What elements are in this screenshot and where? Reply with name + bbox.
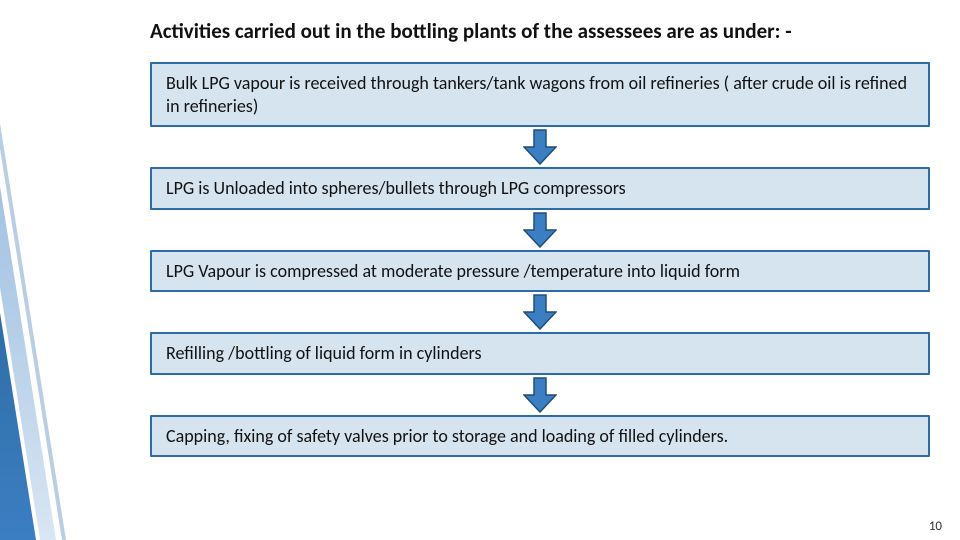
flow-arrow <box>150 375 930 415</box>
arrow-down-icon <box>523 212 557 248</box>
accent-bar-light <box>0 0 56 540</box>
arrow-down-icon <box>523 129 557 165</box>
arrow-down-icon <box>523 377 557 413</box>
flow-arrow <box>150 210 930 250</box>
page-number: 10 <box>929 519 942 534</box>
content-area: Activities carried out in the bottling p… <box>150 18 930 530</box>
left-accent <box>0 0 110 540</box>
flow-step: Bulk LPG vapour is received through tank… <box>150 62 930 127</box>
arrow-down-icon <box>523 294 557 330</box>
flowchart: Bulk LPG vapour is received through tank… <box>150 62 930 457</box>
page-title: Activities carried out in the bottling p… <box>150 18 930 44</box>
flow-step: LPG is Unloaded into spheres/bullets thr… <box>150 167 930 210</box>
flow-step: LPG Vapour is compressed at moderate pre… <box>150 250 930 293</box>
flow-step: Capping, fixing of safety valves prior t… <box>150 415 930 458</box>
flow-arrow <box>150 292 930 332</box>
accent-bar-dark <box>0 0 36 540</box>
accent-bar-thin <box>0 0 66 540</box>
flow-step: Refilling /bottling of liquid form in cy… <box>150 332 930 375</box>
flow-arrow <box>150 127 930 167</box>
